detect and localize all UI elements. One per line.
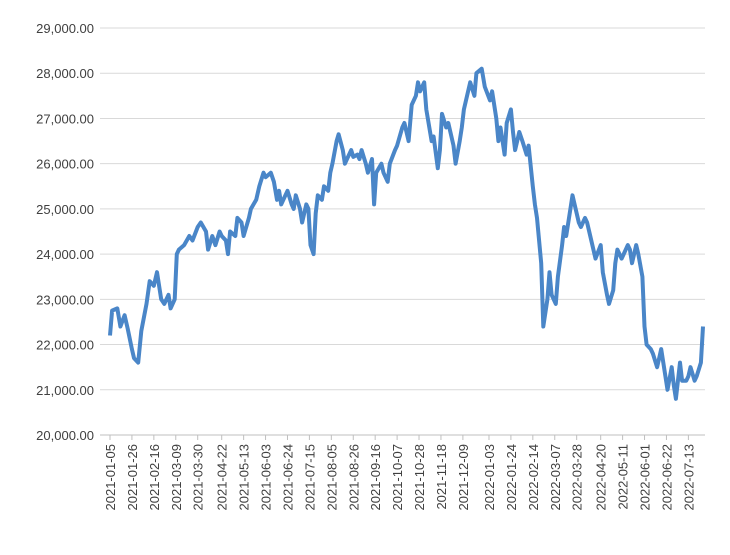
x-tick-label: 2021-03-30 [191, 444, 206, 511]
x-tick-label: 2021-07-15 [302, 444, 317, 511]
x-tick-label: 2021-02-16 [147, 444, 162, 511]
y-tick-label: 26,000.00 [36, 157, 94, 172]
y-tick-label: 20,000.00 [36, 428, 94, 443]
y-tick-label: 22,000.00 [36, 338, 94, 353]
x-tick-label: 2022-01-24 [504, 444, 519, 511]
x-tick-label: 2022-04-20 [594, 444, 609, 511]
x-tick-label: 2022-02-14 [526, 444, 541, 511]
x-tick-label: 2021-06-03 [259, 444, 274, 511]
x-tick-label: 2021-09-16 [368, 444, 383, 511]
x-tick-label: 2021-12-09 [456, 444, 471, 511]
x-tick-label: 2021-11-18 [434, 444, 449, 510]
x-tick-label: 2021-01-05 [103, 444, 118, 511]
y-tick-label: 23,000.00 [36, 292, 94, 307]
x-tick-label: 2021-06-24 [280, 444, 295, 511]
x-tick-label: 2021-04-22 [215, 444, 230, 511]
x-tick-label: 2021-08-05 [324, 444, 339, 511]
x-tick-label: 2021-03-09 [169, 444, 184, 511]
y-tick-label: 28,000.00 [36, 66, 94, 81]
x-tick-label: 2022-06-01 [638, 444, 653, 511]
x-tick-label: 2021-10-07 [390, 444, 405, 511]
y-tick-label: 25,000.00 [36, 202, 94, 217]
x-tick-label: 2022-03-28 [570, 444, 585, 511]
y-tick-label: 21,000.00 [36, 383, 94, 398]
line [108, 66, 705, 401]
x-tick-label: 2022-07-13 [681, 444, 696, 511]
y-tick-label: 29,000.00 [36, 21, 94, 36]
x-tick-label: 2022-06-22 [659, 444, 674, 511]
y-tick-label: 27,000.00 [36, 111, 94, 126]
x-tick-label: 2021-05-13 [237, 444, 252, 511]
x-tick-label: 2021-10-28 [412, 444, 427, 511]
x-tick-label: 2022-05-11 [616, 444, 631, 510]
x-tick-label: 2022-03-07 [548, 444, 563, 511]
x-tick-label: 2021-01-26 [125, 444, 140, 511]
x-tick-label: 2021-08-26 [346, 444, 361, 511]
y-tick-label: 24,000.00 [36, 247, 94, 262]
x-tick-label: 2022-01-03 [482, 444, 497, 511]
